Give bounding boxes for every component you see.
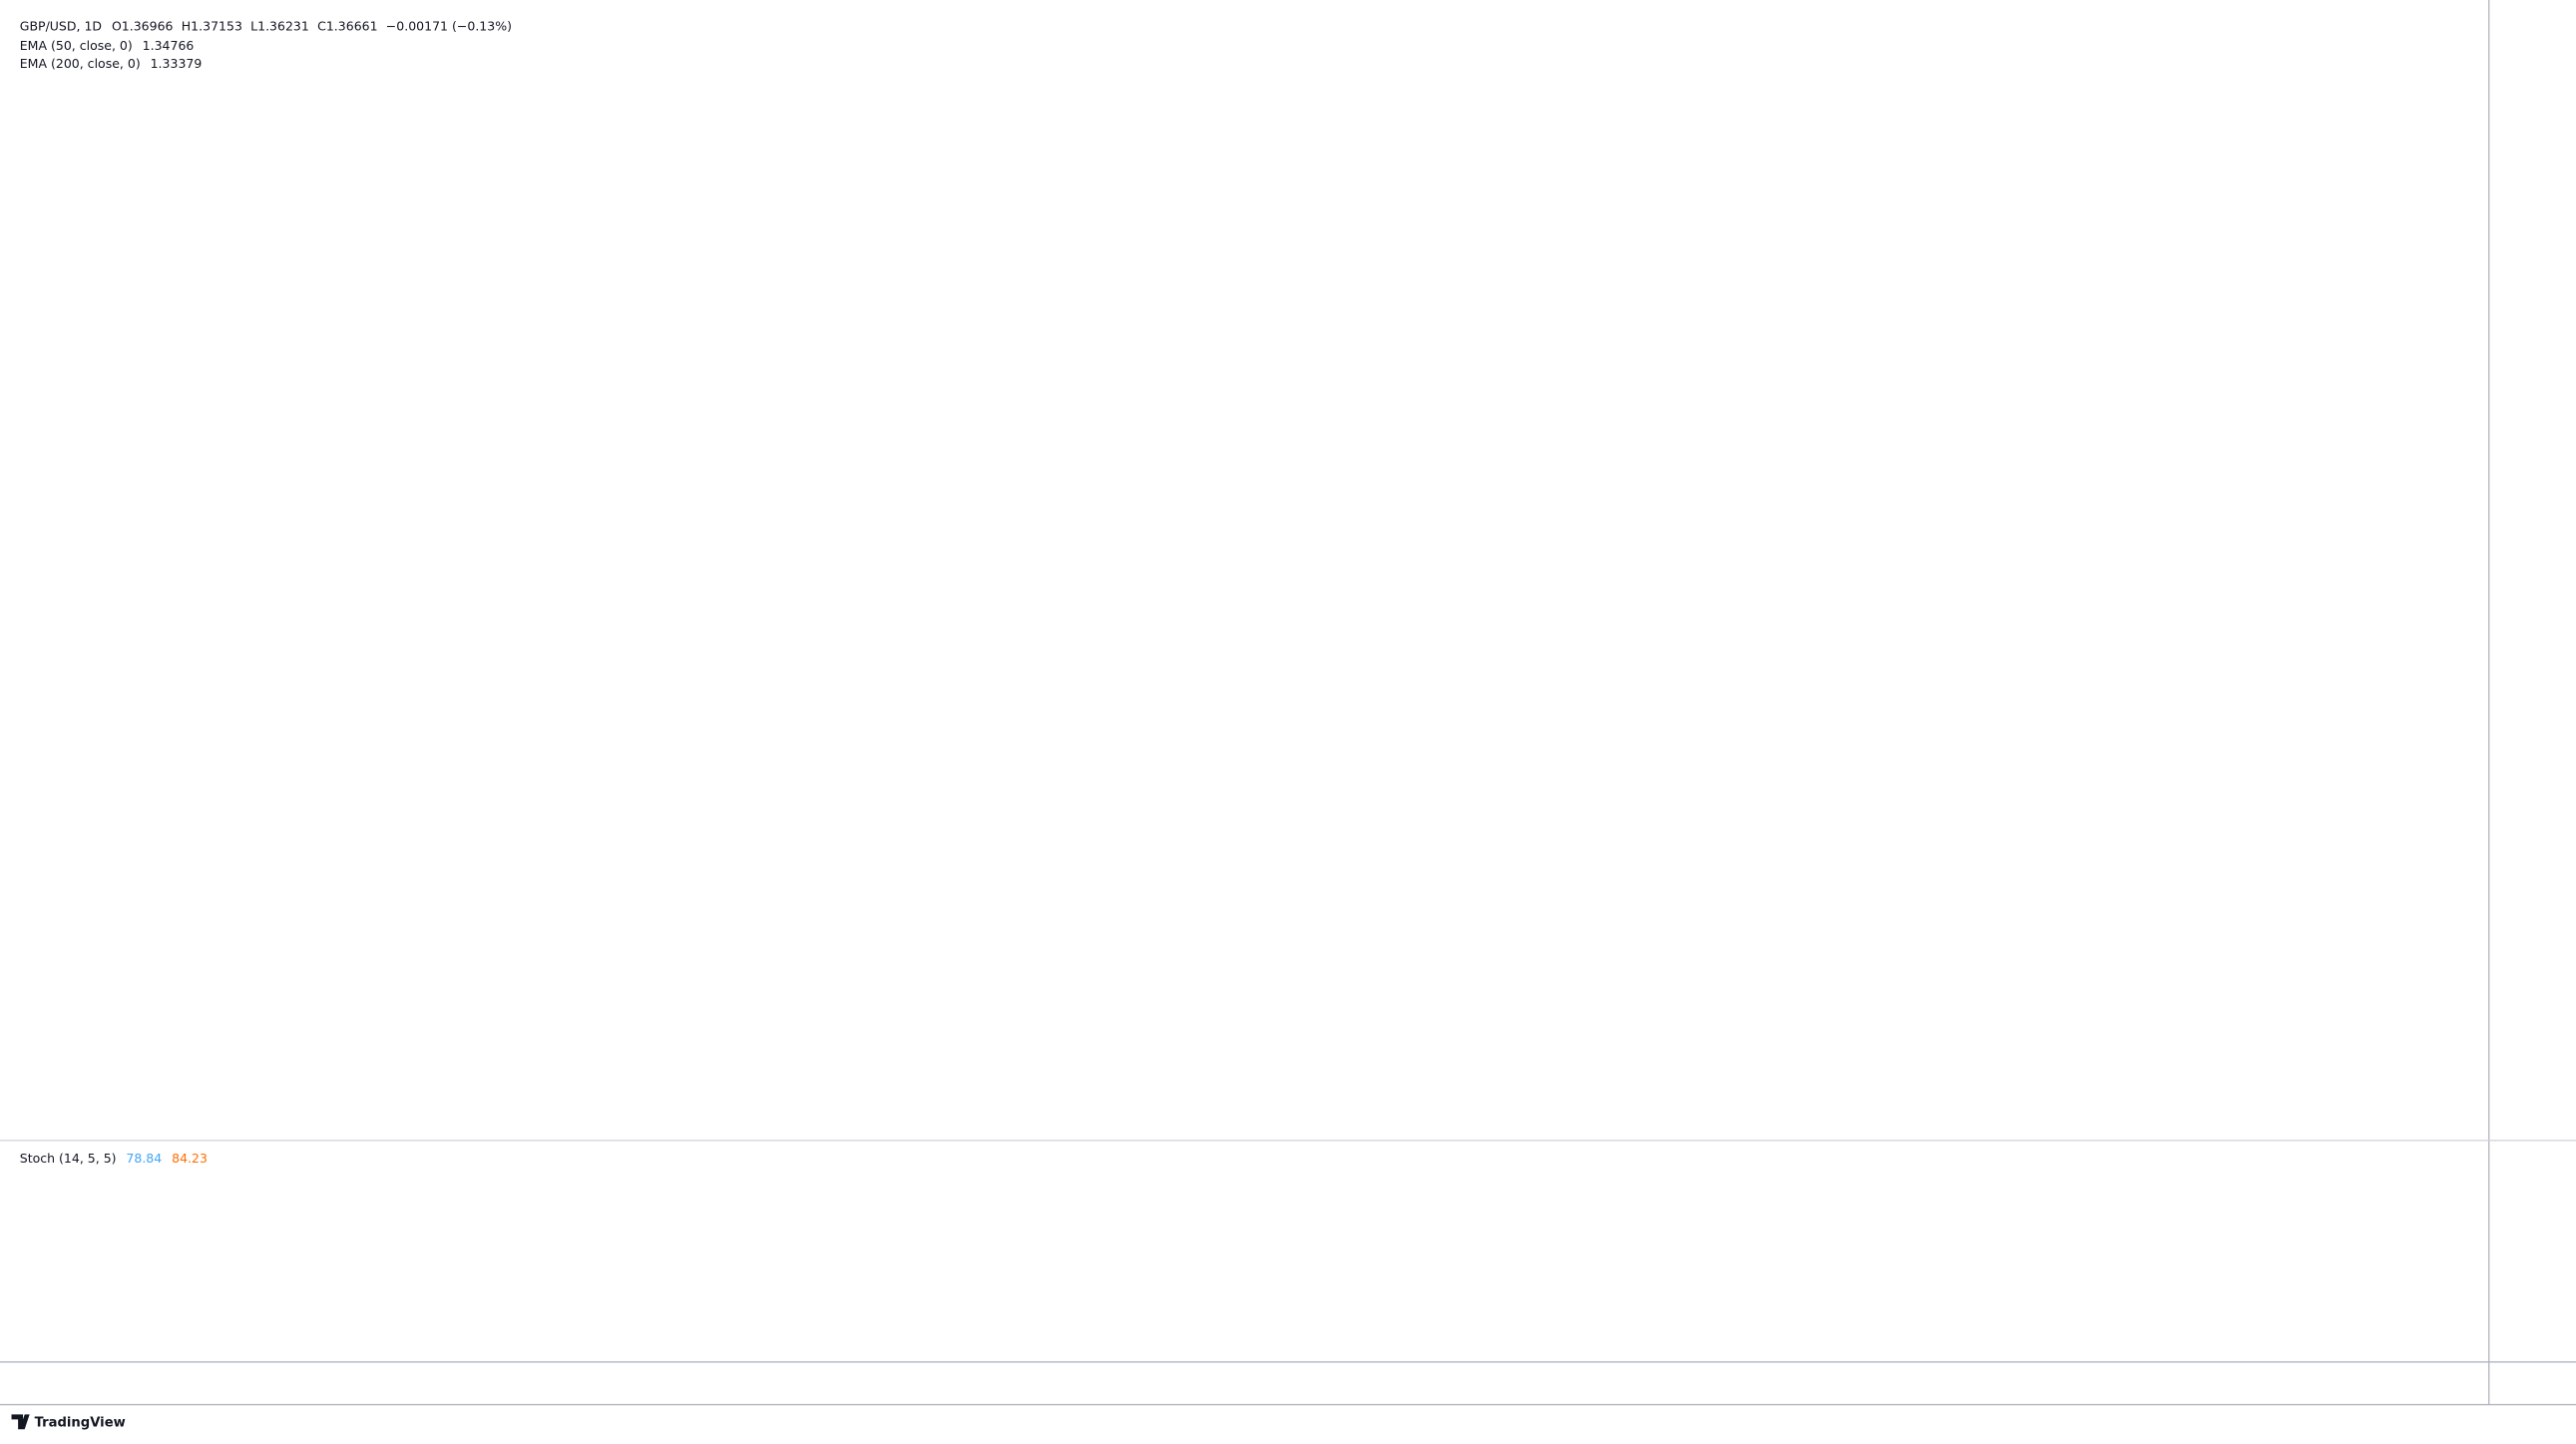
ohlc-letter: O [112,18,122,33]
logo-text: TradingView [35,1416,126,1431]
indicator-value: 1.33379 [151,56,203,71]
indicator-value: 78.84 [126,1150,162,1165]
symbol: GBP/USD, 1D [20,18,102,33]
header: GBP/USD, 1D O1.36966 H1.37153 L1.36231 C1.36… [20,18,512,33]
change: −0.00171 (−0.13%) [386,18,512,33]
ohlc-value: 1.36661 [326,18,378,33]
indicator-legend: Stoch (14, 5, 5) 78.84 84.23 [20,1150,208,1165]
ohlc-letter: L [250,18,257,33]
ohlc-letter: C [317,18,326,33]
logo-mark [11,1414,30,1430]
ohlc-value: 1.37153 [191,18,242,33]
ohlc-value: 1.36966 [122,18,174,33]
logo: TradingView [11,1414,126,1431]
indicator-name: Stoch (14, 5, 5) [20,1150,117,1165]
indicator-value: 84.23 [172,1150,208,1165]
ohlc-letter: H [182,18,191,33]
indicator-value: 1.34766 [143,38,195,53]
indicator-name: EMA (50, close, 0) [20,38,133,53]
ohlc-value: 1.36231 [257,18,309,33]
indicator-legend: EMA (50, close, 0) 1.34766 [20,38,195,53]
indicator-name: EMA (200, close, 0) [20,56,141,71]
indicator-legend: EMA (200, close, 0) 1.33379 [20,56,203,71]
